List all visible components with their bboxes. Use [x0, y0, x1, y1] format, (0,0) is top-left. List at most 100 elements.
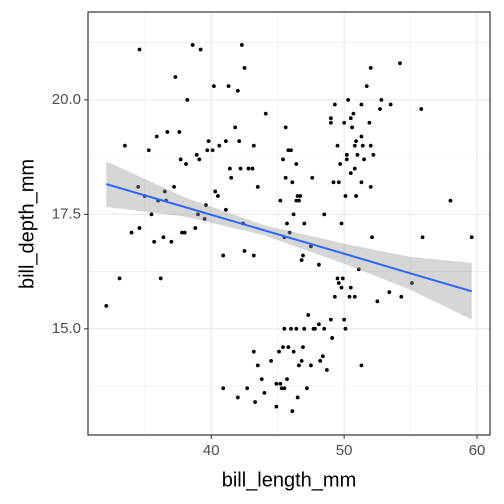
x-axis-label: bill_length_mm	[222, 469, 357, 491]
point	[136, 184, 141, 189]
point	[242, 65, 247, 70]
point	[352, 166, 357, 171]
point	[137, 226, 142, 230]
point	[161, 235, 166, 240]
point	[322, 326, 327, 331]
point	[146, 148, 151, 153]
point	[338, 162, 343, 166]
point	[287, 230, 292, 235]
point	[339, 221, 344, 226]
point	[223, 139, 228, 143]
point	[251, 253, 256, 258]
point	[197, 157, 202, 162]
point	[278, 198, 283, 203]
point	[255, 184, 260, 189]
point	[359, 180, 364, 185]
point	[162, 189, 167, 194]
confidence-band	[106, 161, 472, 320]
point	[202, 217, 207, 221]
point	[324, 368, 329, 372]
y-tick-label: 20.0	[52, 91, 81, 108]
point	[177, 130, 182, 134]
point	[368, 143, 373, 148]
point	[328, 317, 333, 322]
point	[154, 134, 159, 139]
point	[180, 230, 184, 235]
point	[342, 317, 347, 322]
point	[274, 404, 279, 409]
point	[295, 395, 300, 400]
y-tick-label: 15.0	[52, 320, 81, 337]
point	[336, 281, 341, 285]
y-tick-label: 17.5	[52, 205, 81, 222]
point	[165, 130, 170, 134]
point	[221, 253, 226, 258]
point	[285, 377, 289, 382]
point	[330, 336, 335, 340]
point	[193, 226, 198, 230]
point	[348, 285, 353, 290]
point	[205, 148, 210, 153]
point	[137, 47, 142, 52]
point	[262, 390, 267, 395]
point	[335, 276, 340, 281]
point	[305, 386, 309, 391]
point	[233, 125, 238, 130]
point	[301, 345, 305, 350]
point	[250, 166, 255, 171]
point	[297, 198, 301, 203]
point	[355, 152, 360, 157]
point	[348, 171, 353, 176]
point	[359, 363, 364, 368]
point	[317, 322, 321, 327]
point	[235, 395, 240, 400]
point	[368, 65, 373, 70]
point	[190, 43, 195, 47]
x-tick-label: 50	[336, 442, 353, 459]
point	[281, 345, 285, 350]
point	[286, 148, 291, 153]
panel-border	[87, 11, 491, 436]
point	[347, 294, 352, 299]
point	[342, 120, 347, 125]
point	[351, 111, 356, 116]
point	[206, 139, 211, 143]
point	[213, 189, 218, 194]
point	[286, 345, 291, 350]
point	[291, 212, 296, 217]
point	[263, 111, 268, 116]
point	[283, 125, 288, 130]
point	[274, 381, 279, 386]
point	[344, 152, 349, 157]
point	[348, 116, 353, 121]
point	[223, 207, 228, 212]
point	[375, 299, 380, 304]
point	[299, 358, 304, 363]
point	[242, 249, 247, 253]
point	[204, 203, 208, 208]
point	[343, 194, 348, 198]
point	[281, 157, 285, 162]
point	[269, 358, 273, 363]
y-axis-label: bill_depth_mm	[16, 159, 38, 289]
point	[309, 363, 313, 368]
point	[331, 180, 336, 185]
point	[237, 139, 242, 143]
point	[210, 148, 215, 153]
point	[371, 152, 376, 157]
point	[297, 363, 301, 368]
regression-line	[105, 183, 473, 293]
point	[169, 239, 174, 244]
point	[129, 230, 134, 235]
point	[346, 97, 351, 102]
point	[259, 377, 264, 382]
point	[420, 235, 425, 240]
point	[368, 184, 373, 189]
point	[294, 162, 299, 166]
point	[311, 326, 316, 331]
point	[194, 152, 199, 157]
point	[290, 180, 295, 185]
point	[299, 258, 304, 263]
point	[362, 157, 366, 162]
point	[339, 285, 344, 290]
